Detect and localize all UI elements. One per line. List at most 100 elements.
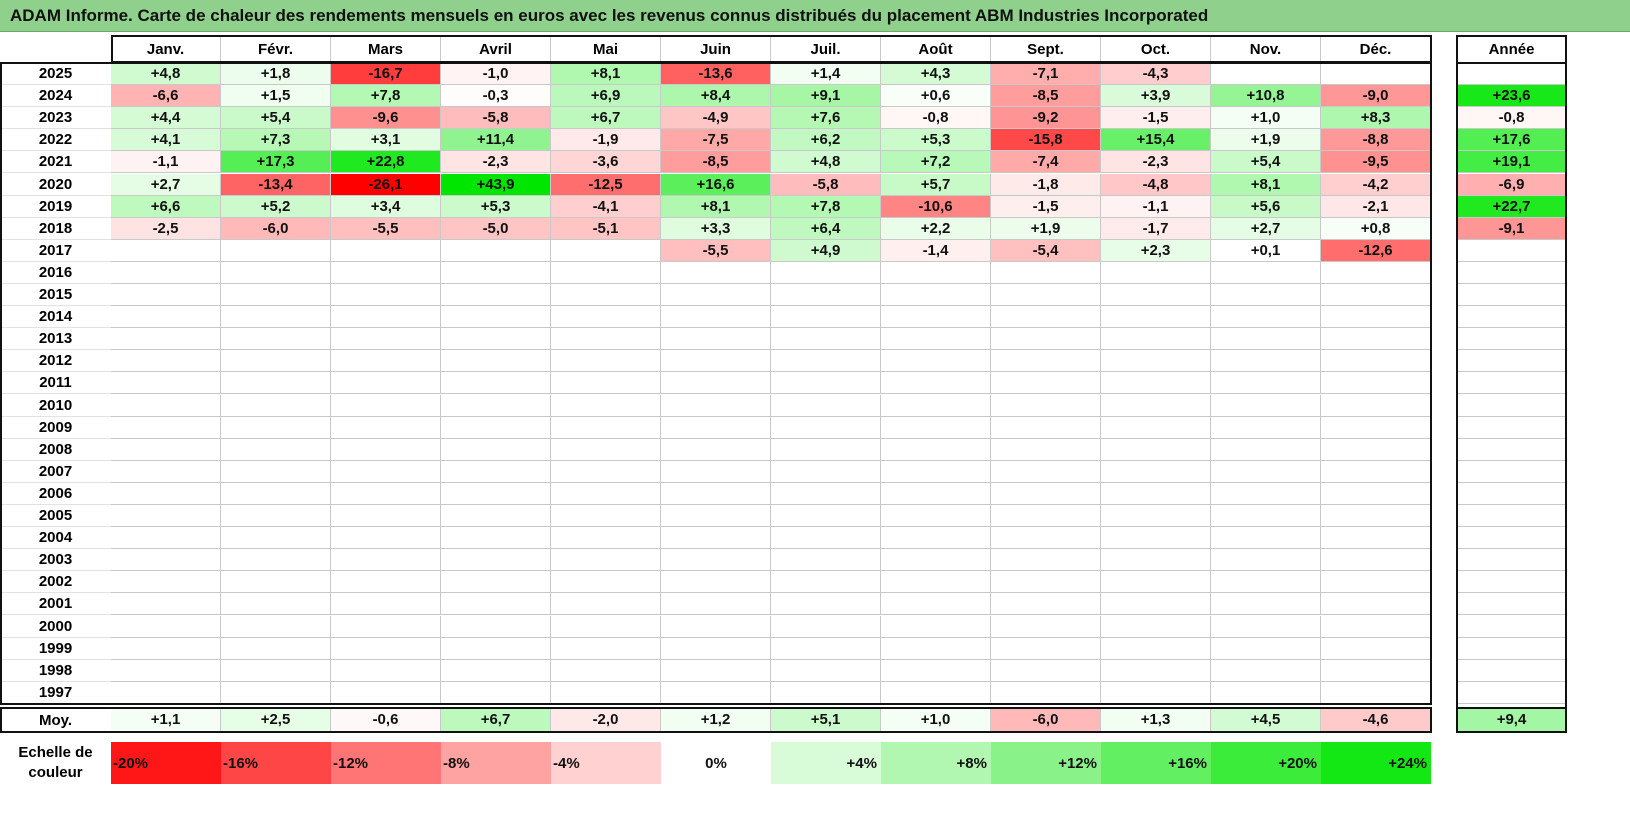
heatmap-cell: -3,6 xyxy=(551,151,661,174)
annual-cell xyxy=(1457,527,1566,550)
heatmap-cell xyxy=(1101,659,1211,682)
heatmap-cell: -5,4 xyxy=(991,239,1101,262)
heatmap-cell xyxy=(1321,615,1431,638)
heatmap-cell xyxy=(1321,659,1431,682)
row-year-label: 2013 xyxy=(0,328,111,351)
heatmap-cell: -16,7 xyxy=(331,63,441,86)
column-header: Mai xyxy=(551,36,661,62)
row-year-label: 2003 xyxy=(0,549,111,572)
heatmap-cell xyxy=(111,637,221,660)
heatmap-cell: -5,8 xyxy=(441,107,551,130)
heatmap-cell xyxy=(1321,460,1431,483)
heatmap-cell xyxy=(111,571,221,594)
heatmap-cell xyxy=(661,615,771,638)
heatmap-cell xyxy=(221,593,331,616)
heatmap-cell: +5,2 xyxy=(221,195,331,218)
heatmap-cell xyxy=(1321,350,1431,373)
heatmap-cell: +4,8 xyxy=(111,63,221,86)
column-header: Déc. xyxy=(1321,36,1431,62)
heatmap-cell xyxy=(881,350,991,373)
heatmap-cell xyxy=(1211,284,1321,307)
heatmap-cell xyxy=(331,549,441,572)
heatmap-cell xyxy=(881,659,991,682)
annual-cell xyxy=(1457,615,1566,638)
heatmap-cell: -8,8 xyxy=(1321,129,1431,152)
heatmap-cell: +8,1 xyxy=(1211,173,1321,196)
annual-cell xyxy=(1457,372,1566,395)
heatmap-cell xyxy=(441,681,551,704)
heatmap-cell xyxy=(441,306,551,329)
heatmap-cell xyxy=(771,482,881,505)
heatmap-cell: +4,9 xyxy=(771,239,881,262)
heatmap-cell xyxy=(551,416,661,439)
average-cell: -0,6 xyxy=(331,708,441,732)
average-cell: -6,0 xyxy=(991,708,1101,732)
heatmap-cell: +4,1 xyxy=(111,129,221,152)
heatmap-cell xyxy=(1211,637,1321,660)
heatmap-cell xyxy=(1321,438,1431,461)
heatmap-cell xyxy=(331,571,441,594)
heatmap-cell: +1,8 xyxy=(221,63,331,86)
row-year-label: 2007 xyxy=(0,461,111,483)
heatmap-cell xyxy=(441,659,551,682)
heatmap-cell: -13,4 xyxy=(221,173,331,196)
heatmap-cell xyxy=(441,549,551,572)
heatmap-cell xyxy=(1321,261,1431,284)
heatmap-cell: +2,2 xyxy=(881,217,991,240)
column-header: Sept. xyxy=(991,36,1101,62)
heatmap-cell xyxy=(331,527,441,550)
heatmap-cell xyxy=(881,571,991,594)
heatmap-cell xyxy=(881,482,991,505)
heatmap-cell xyxy=(551,350,661,373)
heatmap-cell xyxy=(881,328,991,351)
average-cell: -2,0 xyxy=(551,708,661,732)
heatmap-cell: +8,3 xyxy=(1321,107,1431,130)
annual-cell: +17,6 xyxy=(1457,129,1566,152)
heatmap-cell: +1,9 xyxy=(991,217,1101,240)
page-title: ADAM Informe. Carte de chaleur des rende… xyxy=(0,0,1630,32)
heatmap-cell xyxy=(441,239,551,262)
heatmap-cell: +6,4 xyxy=(771,217,881,240)
heatmap-cell xyxy=(991,350,1101,373)
heatmap-cell xyxy=(441,460,551,483)
heatmap-cell xyxy=(1211,261,1321,284)
annual-cell xyxy=(1457,63,1566,86)
heatmap-cell: +22,8 xyxy=(331,151,441,174)
heatmap-cell: -9,0 xyxy=(1321,85,1431,108)
heatmap-cell: -5,0 xyxy=(441,217,551,240)
heatmap-cell: -8,5 xyxy=(661,151,771,174)
heatmap-cell xyxy=(1211,681,1321,704)
heatmap-cell: -12,6 xyxy=(1321,239,1431,262)
heatmap-cell xyxy=(991,438,1101,461)
heatmap-cell: +5,4 xyxy=(221,107,331,130)
heatmap-cell: -0,3 xyxy=(441,85,551,108)
row-year-label: 2018 xyxy=(0,218,111,240)
heatmap-cell xyxy=(661,350,771,373)
heatmap-cell xyxy=(551,615,661,638)
heatmap-cell xyxy=(661,659,771,682)
annual-header-separator xyxy=(1456,62,1567,64)
heatmap-cell xyxy=(441,438,551,461)
heatmap-cell: +3,3 xyxy=(661,217,771,240)
average-row-label: Moy. xyxy=(38,711,73,729)
color-scale-swatch: -4% xyxy=(551,742,661,784)
heatmap-cell: +6,2 xyxy=(771,129,881,152)
heatmap-cell xyxy=(661,394,771,417)
heatmap-cell xyxy=(331,637,441,660)
heatmap-cell xyxy=(111,284,221,307)
heatmap-cell xyxy=(1211,438,1321,461)
heatmap-cell xyxy=(661,571,771,594)
heatmap-cell xyxy=(771,416,881,439)
heatmap-cell xyxy=(551,527,661,550)
heatmap-cell xyxy=(111,681,221,704)
heatmap-cell xyxy=(771,328,881,351)
heatmap-cell xyxy=(661,593,771,616)
heatmap-cell: +2,7 xyxy=(1211,217,1321,240)
heatmap-cell xyxy=(551,261,661,284)
heatmap-cell: +6,7 xyxy=(551,107,661,130)
heatmap-cell xyxy=(881,372,991,395)
heatmap-cell xyxy=(441,350,551,373)
heatmap-cell: +8,1 xyxy=(661,195,771,218)
heatmap-cell: -13,6 xyxy=(661,63,771,86)
heatmap-cell: +1,0 xyxy=(1211,107,1321,130)
